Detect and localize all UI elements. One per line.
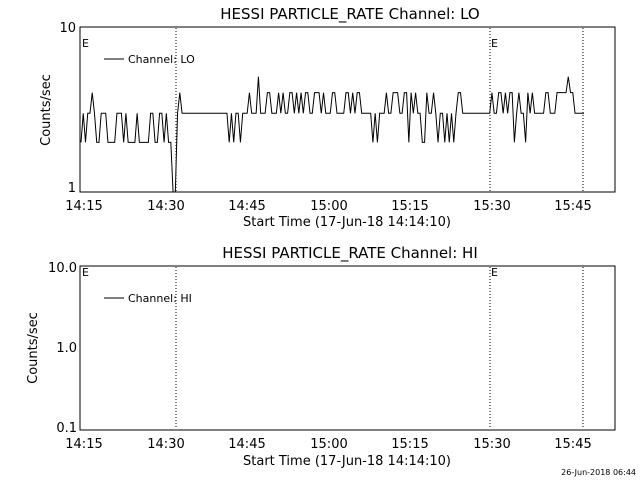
legend-label-hi: Channel: HI bbox=[128, 292, 192, 305]
y-tick-label-lo-10: 10 bbox=[59, 21, 76, 36]
x-tick-label-lo-1500: 15:00 bbox=[310, 199, 347, 214]
y-tick-label-hi-10: 10.0 bbox=[48, 261, 77, 276]
event-label-lo-mid: E bbox=[491, 37, 498, 50]
x-tick-label-hi-1515: 15:15 bbox=[391, 437, 428, 452]
panel-hi: HESSI PARTICLE_RATE Channel: HI 10.0 1.0… bbox=[26, 244, 616, 469]
event-label-lo-left: E bbox=[82, 37, 89, 50]
panel-lo: HESSI PARTICLE_RATE Channel: LO 10 1 Cou… bbox=[39, 5, 616, 230]
x-tick-label-hi-1530: 15:30 bbox=[473, 437, 510, 452]
x-tick-label-hi-1445: 14:45 bbox=[228, 437, 265, 452]
x-tick-label-hi-1545: 15:45 bbox=[554, 437, 591, 452]
event-label-hi-mid: E bbox=[491, 266, 498, 279]
event-label-hi-left: E bbox=[82, 266, 89, 279]
plot-frame-hi bbox=[79, 265, 616, 431]
x-tick-label-lo-1545: 15:45 bbox=[554, 199, 591, 214]
x-tick-label-lo-1445: 14:45 bbox=[228, 199, 265, 214]
y-tick-label-hi-1: 1.0 bbox=[56, 341, 77, 356]
y-axis-label-lo: Counts/sec bbox=[39, 74, 54, 146]
plot-frame-lo bbox=[79, 26, 616, 193]
x-tick-label-lo-1430: 14:30 bbox=[147, 199, 184, 214]
legend-label-lo: Channel: LO bbox=[128, 53, 195, 66]
x-axis-label-lo: Start Time (17-Jun-18 14:14:10) bbox=[243, 215, 451, 230]
y-axis-label-hi: Counts/sec bbox=[26, 312, 41, 384]
x-tick-label-lo-1415: 14:15 bbox=[65, 199, 102, 214]
footer-timestamp: 26-Jun-2018 06:44 bbox=[561, 468, 636, 477]
y-tick-label-lo-1: 1 bbox=[68, 181, 76, 196]
x-tick-label-lo-1530: 15:30 bbox=[473, 199, 510, 214]
x-tick-label-hi-1500: 15:00 bbox=[310, 437, 347, 452]
x-tick-label-hi-1415: 14:15 bbox=[65, 437, 102, 452]
series-line-lo bbox=[80, 76, 584, 193]
y-tick-label-hi-01: 0.1 bbox=[56, 421, 77, 436]
chart-title-lo: HESSI PARTICLE_RATE Channel: LO bbox=[220, 5, 479, 24]
x-tick-label-lo-1515: 15:15 bbox=[391, 199, 428, 214]
x-tick-label-hi-1430: 14:30 bbox=[147, 437, 184, 452]
x-axis-label-hi: Start Time (17-Jun-18 14:14:10) bbox=[243, 454, 451, 469]
chart-title-hi: HESSI PARTICLE_RATE Channel: HI bbox=[222, 244, 478, 263]
